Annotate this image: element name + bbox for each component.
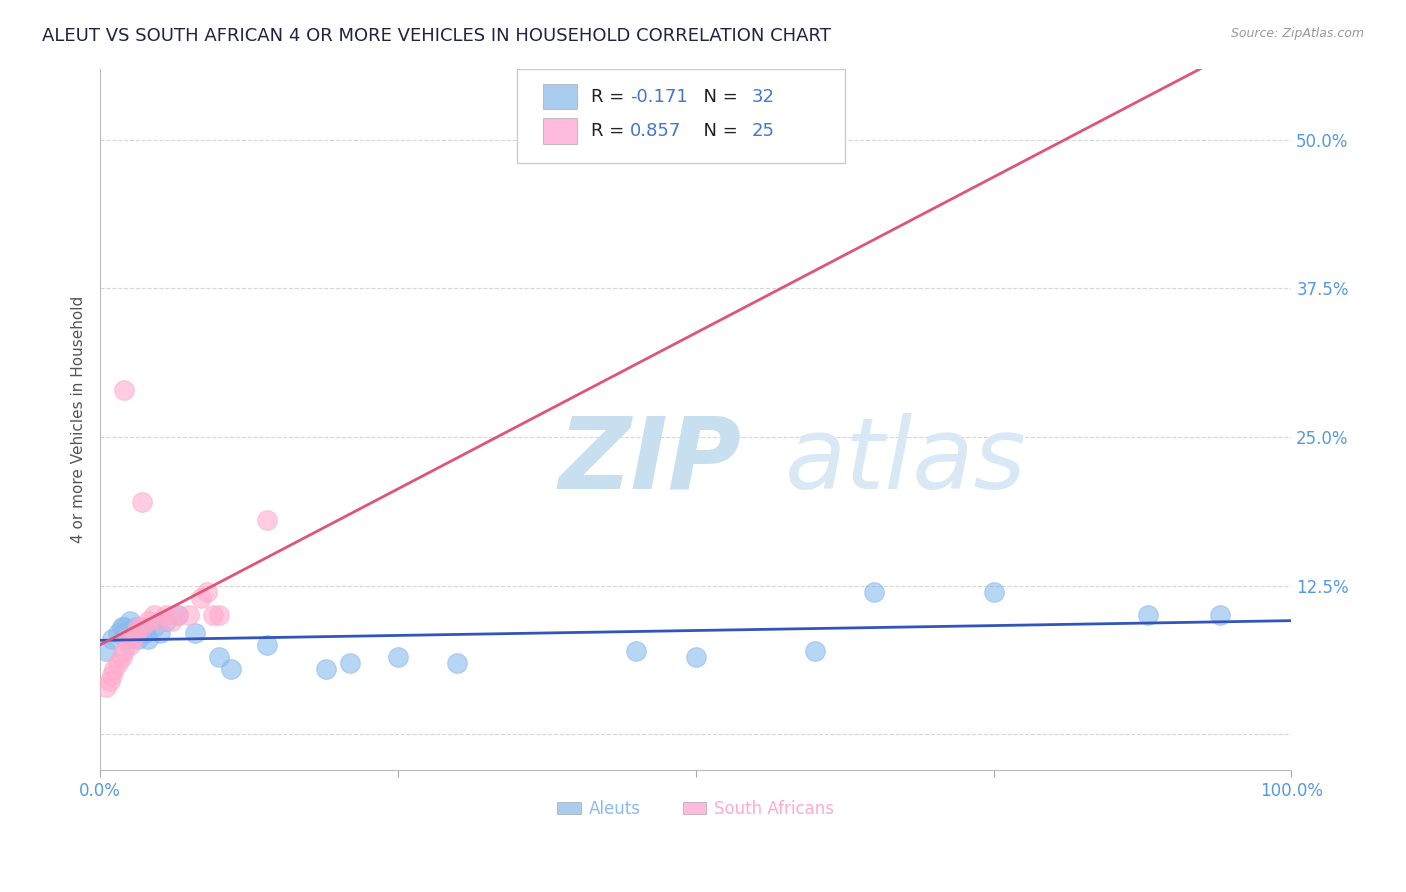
Point <box>804 644 827 658</box>
Point <box>339 656 361 670</box>
Point <box>110 650 132 665</box>
Point <box>127 632 149 647</box>
Point <box>134 626 156 640</box>
Point <box>256 513 278 527</box>
Point <box>131 495 153 509</box>
Point <box>166 608 188 623</box>
Point <box>118 638 141 652</box>
Text: Source: ZipAtlas.com: Source: ZipAtlas.com <box>1230 27 1364 40</box>
Point <box>115 626 138 640</box>
Point <box>127 620 149 634</box>
Point <box>179 608 201 623</box>
Text: ALEUT VS SOUTH AFRICAN 4 OR MORE VEHICLES IN HOUSEHOLD CORRELATION CHART: ALEUT VS SOUTH AFRICAN 4 OR MORE VEHICLE… <box>42 27 831 45</box>
Point <box>118 615 141 629</box>
Text: R =: R = <box>591 87 630 105</box>
Point <box>142 608 165 623</box>
Text: 32: 32 <box>752 87 775 105</box>
Point <box>125 620 148 634</box>
Point <box>131 620 153 634</box>
Point <box>107 656 129 670</box>
Point <box>160 615 183 629</box>
Point <box>446 656 468 670</box>
Point <box>142 620 165 634</box>
Point <box>98 673 121 688</box>
Text: N =: N = <box>692 122 744 140</box>
Point <box>387 650 409 665</box>
Point <box>256 638 278 652</box>
Point <box>122 626 145 640</box>
Point <box>190 591 212 605</box>
Point <box>115 632 138 647</box>
Point <box>131 620 153 634</box>
Point <box>112 620 135 634</box>
Point <box>208 608 231 623</box>
Point <box>1209 608 1232 623</box>
Point <box>136 632 159 647</box>
Point <box>166 608 188 623</box>
Text: atlas: atlas <box>785 413 1026 510</box>
Point <box>112 383 135 397</box>
Point <box>125 626 148 640</box>
Text: R =: R = <box>591 122 630 140</box>
Point <box>155 615 177 629</box>
FancyBboxPatch shape <box>543 84 576 109</box>
Point <box>110 620 132 634</box>
Legend: Aleuts, South Africans: Aleuts, South Africans <box>551 794 841 825</box>
Point <box>219 662 242 676</box>
Point <box>122 632 145 647</box>
Text: 25: 25 <box>752 122 775 140</box>
FancyBboxPatch shape <box>517 69 845 163</box>
Point <box>863 584 886 599</box>
Point <box>624 644 647 658</box>
Point <box>149 626 172 640</box>
Point <box>94 680 117 694</box>
Y-axis label: 4 or more Vehicles in Household: 4 or more Vehicles in Household <box>72 295 86 543</box>
Text: N =: N = <box>692 87 744 105</box>
Point <box>101 632 124 647</box>
Point <box>1137 608 1160 623</box>
Point <box>202 608 225 623</box>
Point <box>983 584 1005 599</box>
Point <box>107 626 129 640</box>
Text: 0.857: 0.857 <box>630 122 682 140</box>
Point <box>136 615 159 629</box>
Point <box>184 626 207 640</box>
Point <box>103 662 125 676</box>
Text: ZIP: ZIP <box>558 413 742 510</box>
Point <box>149 615 172 629</box>
Point <box>101 668 124 682</box>
FancyBboxPatch shape <box>543 119 576 144</box>
Point <box>685 650 707 665</box>
Point <box>112 644 135 658</box>
Point <box>315 662 337 676</box>
Text: -0.171: -0.171 <box>630 87 688 105</box>
Point <box>94 644 117 658</box>
Point <box>155 608 177 623</box>
Point <box>195 584 218 599</box>
Point <box>208 650 231 665</box>
